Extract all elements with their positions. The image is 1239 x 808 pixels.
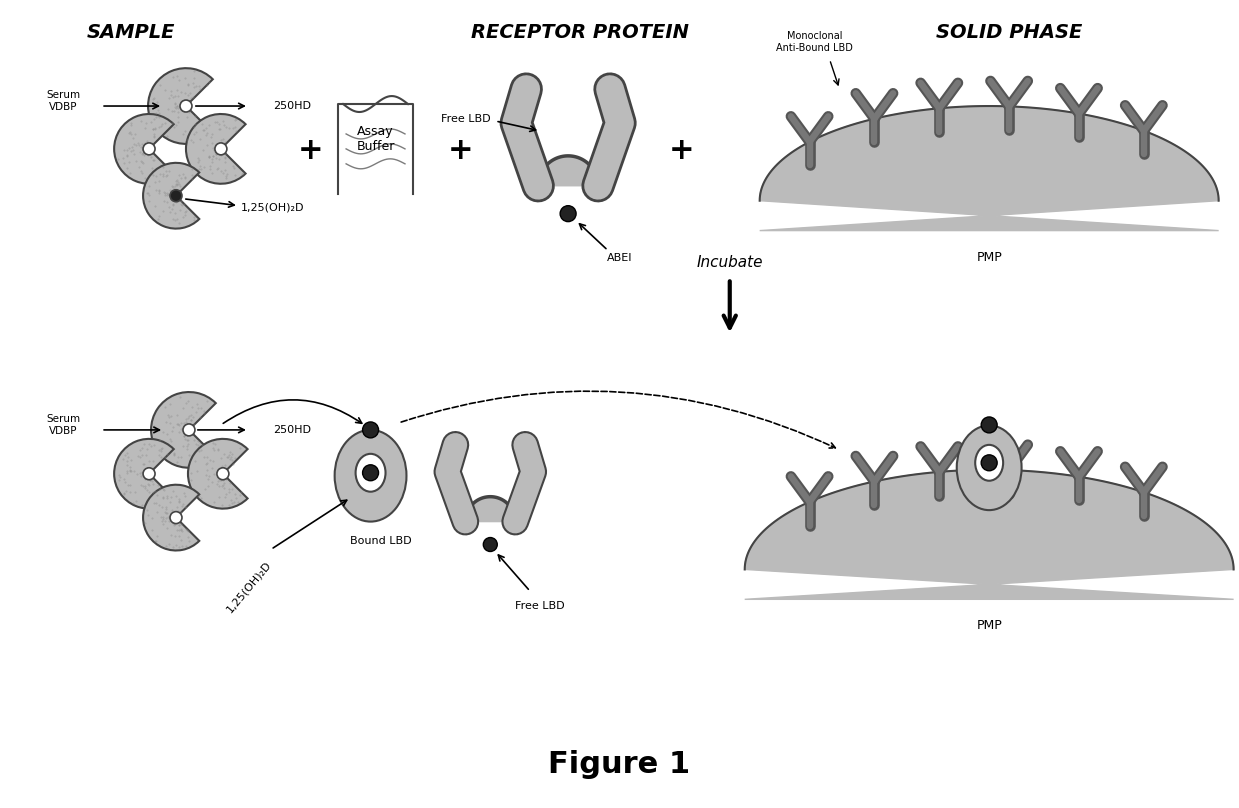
Text: 250HD: 250HD	[273, 101, 311, 111]
Text: PMP: PMP	[976, 250, 1002, 263]
Text: SAMPLE: SAMPLE	[87, 23, 176, 42]
Circle shape	[170, 190, 182, 202]
Text: Serum
VDBP: Serum VDBP	[46, 415, 81, 436]
Wedge shape	[188, 439, 248, 509]
Wedge shape	[114, 114, 173, 183]
Circle shape	[170, 511, 182, 524]
Text: PMP: PMP	[976, 619, 1002, 632]
Circle shape	[981, 455, 997, 471]
Text: 1,25(OH)₂D: 1,25(OH)₂D	[240, 203, 305, 213]
Ellipse shape	[957, 426, 1022, 510]
Wedge shape	[186, 114, 245, 183]
Circle shape	[142, 143, 155, 155]
Ellipse shape	[335, 430, 406, 522]
Polygon shape	[538, 156, 598, 186]
Text: Incubate: Incubate	[696, 255, 763, 270]
Text: Serum
VDBP: Serum VDBP	[46, 90, 81, 112]
Circle shape	[183, 424, 195, 436]
Circle shape	[363, 422, 379, 438]
Text: SOLID PHASE: SOLID PHASE	[935, 23, 1083, 42]
Wedge shape	[142, 485, 199, 550]
Text: Figure 1: Figure 1	[548, 751, 690, 779]
Wedge shape	[151, 392, 216, 468]
Text: Free LBD: Free LBD	[515, 601, 565, 612]
Polygon shape	[760, 106, 1219, 230]
Circle shape	[217, 468, 229, 480]
Circle shape	[180, 100, 192, 112]
Circle shape	[981, 417, 997, 433]
Wedge shape	[114, 439, 173, 509]
Polygon shape	[745, 469, 1234, 600]
Circle shape	[483, 537, 497, 552]
Text: +: +	[297, 137, 323, 166]
Text: Free LBD: Free LBD	[441, 114, 491, 124]
Text: Assay
Buffer: Assay Buffer	[357, 125, 395, 153]
Wedge shape	[142, 163, 199, 229]
Polygon shape	[338, 96, 413, 194]
Text: RECEPTOR PROTEIN: RECEPTOR PROTEIN	[471, 23, 689, 42]
Ellipse shape	[975, 445, 1004, 481]
Text: Monoclonal
Anti-Bound LBD: Monoclonal Anti-Bound LBD	[776, 32, 852, 53]
Circle shape	[142, 468, 155, 480]
Text: ABEI: ABEI	[607, 253, 633, 263]
Wedge shape	[147, 68, 213, 144]
Text: 1,25(OH)₂D: 1,25(OH)₂D	[224, 559, 273, 615]
Polygon shape	[466, 497, 515, 522]
Text: 250HD: 250HD	[273, 425, 311, 435]
Circle shape	[214, 143, 227, 155]
Text: +: +	[669, 137, 695, 166]
Text: Bound LBD: Bound LBD	[349, 536, 411, 545]
Text: +: +	[447, 137, 473, 166]
Circle shape	[363, 465, 379, 481]
Circle shape	[560, 206, 576, 221]
Ellipse shape	[356, 454, 385, 492]
